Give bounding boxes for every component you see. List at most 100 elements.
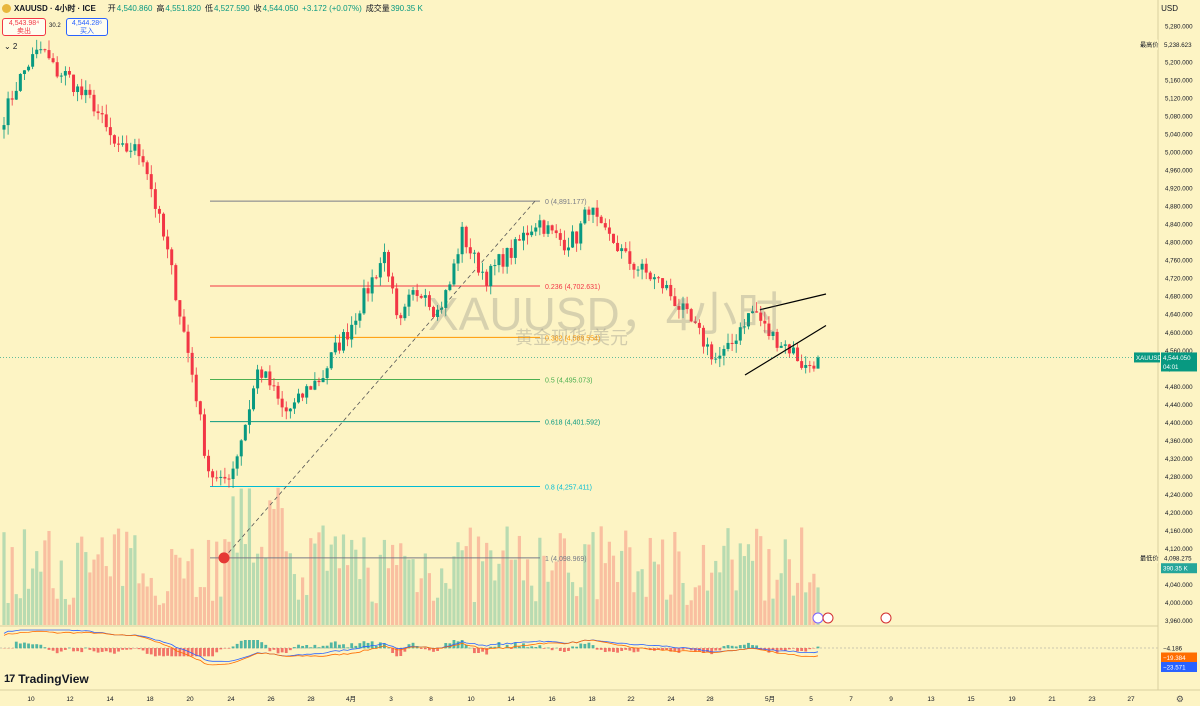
- candle-body[interactable]: [129, 150, 133, 152]
- candle-body[interactable]: [791, 347, 795, 354]
- candle-body[interactable]: [313, 380, 317, 390]
- candle-body[interactable]: [816, 357, 820, 369]
- candle-body[interactable]: [6, 98, 10, 126]
- candle-body[interactable]: [468, 247, 472, 254]
- candle-body[interactable]: [456, 254, 460, 264]
- candle-body[interactable]: [346, 332, 350, 340]
- candle-body[interactable]: [284, 407, 288, 412]
- candle-body[interactable]: [693, 321, 697, 323]
- candle-body[interactable]: [125, 143, 129, 152]
- candle-body[interactable]: [72, 74, 76, 93]
- candle-body[interactable]: [133, 144, 137, 151]
- candle-body[interactable]: [595, 207, 599, 217]
- candle-body[interactable]: [697, 322, 701, 328]
- candle-body[interactable]: [485, 271, 489, 287]
- candle-body[interactable]: [301, 393, 305, 398]
- candle-body[interactable]: [39, 49, 43, 51]
- candle-body[interactable]: [272, 385, 276, 387]
- candle-body[interactable]: [264, 371, 268, 378]
- upper-trendline[interactable]: [759, 293, 827, 311]
- candle-body[interactable]: [493, 265, 497, 267]
- fib-anchor-point[interactable]: [218, 552, 230, 564]
- candle-body[interactable]: [297, 393, 301, 403]
- candle-body[interactable]: [767, 323, 771, 337]
- candle-body[interactable]: [211, 471, 215, 478]
- candle-body[interactable]: [149, 174, 153, 190]
- candle-body[interactable]: [759, 312, 763, 321]
- candle-body[interactable]: [448, 284, 452, 291]
- candle-body[interactable]: [329, 352, 333, 369]
- candle-body[interactable]: [714, 358, 718, 360]
- candle-body[interactable]: [117, 143, 121, 145]
- candle-body[interactable]: [571, 231, 575, 248]
- candle-body[interactable]: [190, 352, 194, 375]
- candle-body[interactable]: [665, 284, 669, 289]
- currency-selector[interactable]: USD: [1161, 4, 1178, 13]
- candle-body[interactable]: [378, 263, 382, 278]
- candle-body[interactable]: [121, 143, 125, 145]
- earnings-event-icon[interactable]: [812, 612, 824, 624]
- candle-body[interactable]: [374, 277, 378, 279]
- candle-body[interactable]: [96, 111, 100, 114]
- candle-body[interactable]: [587, 209, 591, 215]
- candle-body[interactable]: [554, 230, 558, 234]
- candle-body[interactable]: [423, 295, 427, 298]
- candle-body[interactable]: [771, 331, 775, 337]
- candle-body[interactable]: [178, 300, 182, 317]
- candle-body[interactable]: [358, 313, 362, 321]
- candle-body[interactable]: [174, 265, 178, 301]
- candle-body[interactable]: [399, 315, 403, 319]
- candle-body[interactable]: [755, 311, 759, 313]
- candle-body[interactable]: [444, 290, 448, 308]
- candle-body[interactable]: [460, 226, 464, 255]
- candle-body[interactable]: [51, 58, 55, 63]
- candle-body[interactable]: [436, 309, 440, 317]
- buy-button[interactable]: 4,544.28⁶ 买入: [66, 18, 108, 36]
- candle-body[interactable]: [247, 409, 251, 425]
- lower-trendline[interactable]: [744, 324, 827, 376]
- candle-body[interactable]: [497, 254, 501, 266]
- candlesticks[interactable]: [0, 39, 1158, 489]
- candle-body[interactable]: [309, 386, 313, 390]
- candle-body[interactable]: [800, 361, 804, 368]
- candle-body[interactable]: [661, 278, 665, 289]
- candle-body[interactable]: [804, 365, 808, 368]
- candle-body[interactable]: [648, 272, 652, 280]
- candle-body[interactable]: [603, 223, 607, 228]
- candle-body[interactable]: [239, 440, 243, 457]
- candle-body[interactable]: [701, 327, 705, 347]
- candle-body[interactable]: [526, 232, 530, 236]
- candle-body[interactable]: [579, 223, 583, 244]
- candle-body[interactable]: [787, 344, 791, 354]
- candle-body[interactable]: [677, 306, 681, 310]
- candle-body[interactable]: [382, 251, 386, 264]
- candle-body[interactable]: [223, 476, 227, 479]
- candle-body[interactable]: [669, 284, 673, 297]
- candle-body[interactable]: [636, 269, 640, 271]
- candle-body[interactable]: [268, 371, 272, 386]
- candle-body[interactable]: [215, 477, 219, 479]
- time-axis[interactable]: 10 12 14 18 20 24 26 28 4月 3 8 10 14 16 18 22 24 28 5月 5 7 9 1…: [0, 689, 1200, 703]
- candle-body[interactable]: [726, 342, 730, 349]
- candle-body[interactable]: [591, 207, 595, 215]
- candle-body[interactable]: [509, 247, 513, 258]
- candle-body[interactable]: [280, 398, 284, 408]
- candle-body[interactable]: [18, 73, 22, 91]
- candle-body[interactable]: [476, 252, 480, 273]
- candle-body[interactable]: [611, 233, 615, 243]
- candle-body[interactable]: [321, 378, 325, 383]
- candle-body[interactable]: [628, 251, 632, 264]
- candle-body[interactable]: [162, 213, 166, 237]
- candle-body[interactable]: [350, 324, 354, 340]
- candle-body[interactable]: [616, 242, 620, 252]
- candle-body[interactable]: [14, 90, 18, 100]
- candle-body[interactable]: [35, 49, 39, 55]
- candle-body[interactable]: [31, 54, 35, 67]
- candle-body[interactable]: [391, 276, 395, 289]
- candle-body[interactable]: [387, 251, 391, 277]
- candle-body[interactable]: [431, 306, 435, 317]
- candle-body[interactable]: [742, 326, 746, 328]
- candle-body[interactable]: [796, 347, 800, 362]
- candle-body[interactable]: [534, 227, 538, 232]
